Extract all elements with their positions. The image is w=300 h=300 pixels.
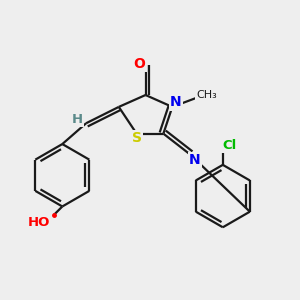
Text: S: S [132, 131, 142, 145]
Text: CH₃: CH₃ [196, 90, 217, 100]
Text: N: N [189, 153, 200, 167]
Text: HO: HO [27, 216, 50, 229]
Text: H: H [72, 113, 83, 126]
Text: N: N [170, 95, 182, 110]
Text: Cl: Cl [222, 139, 236, 152]
Text: O: O [134, 57, 146, 71]
